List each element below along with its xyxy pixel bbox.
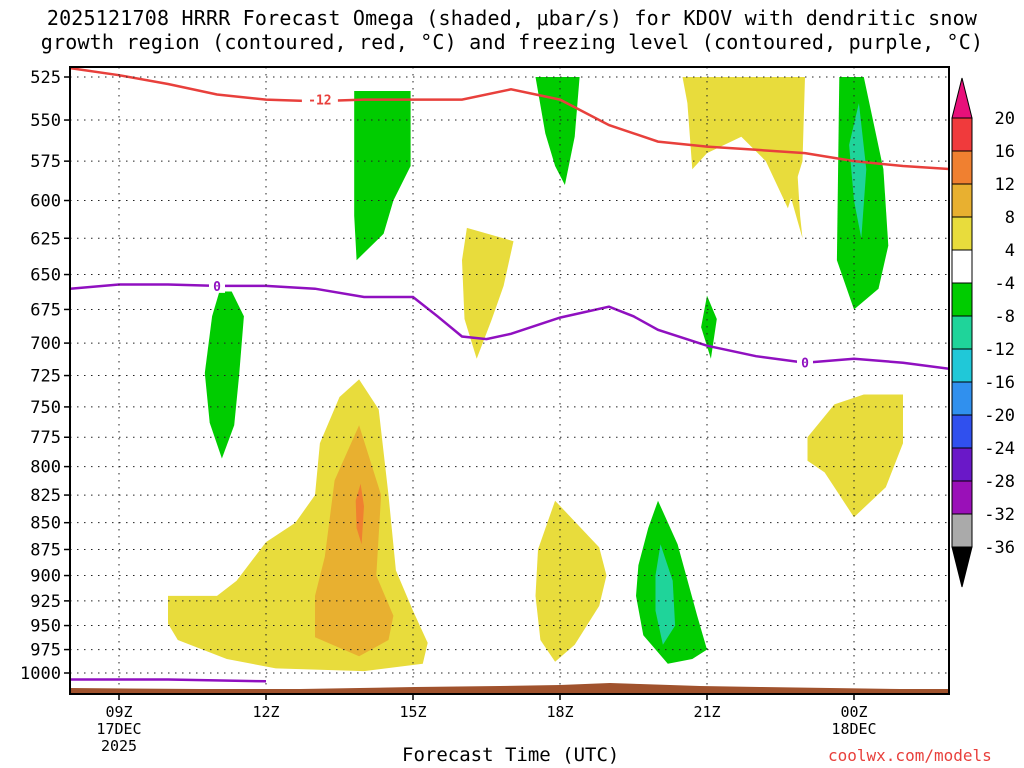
y-tick-label-725: 725 bbox=[30, 367, 61, 387]
y-tick-label-950: 950 bbox=[30, 617, 61, 637]
colorbar-label-8: -16 bbox=[984, 373, 1015, 393]
freeze-surface-layer bbox=[70, 678, 267, 683]
y-tick-label-575: 575 bbox=[30, 152, 61, 172]
colorbar-swatch-13 bbox=[951, 513, 973, 548]
y-axis: 525 550 575 600 625 650 675 700 725 750 775 800 825 8… bbox=[20, 68, 70, 684]
omega-region-6 bbox=[849, 103, 867, 239]
terrain-fill bbox=[70, 683, 949, 694]
colorbar-swatch-11 bbox=[951, 447, 973, 482]
x-tick-label-18Z: 18Z bbox=[546, 703, 573, 721]
colorbar-label-3: 8 bbox=[1005, 208, 1015, 228]
x-tick-date-09Z: 17DEC bbox=[96, 720, 141, 738]
contour-label-bg bbox=[301, 92, 338, 107]
x-tick-label-21Z: 21Z bbox=[693, 703, 720, 721]
omega-region-16 bbox=[355, 483, 364, 545]
y-tick-label-875: 875 bbox=[30, 540, 61, 560]
omega-region-15 bbox=[315, 425, 394, 657]
y-tick-label-900: 900 bbox=[30, 567, 61, 587]
y-tick-label-550: 550 bbox=[30, 111, 61, 131]
colorbar-label-5: -4 bbox=[995, 274, 1015, 294]
title-line-1: 2025121708 HRRR Forecast Omega (shaded, … bbox=[46, 6, 978, 30]
omega-region-13 bbox=[535, 500, 607, 662]
colorbar-label-6: -8 bbox=[995, 307, 1015, 327]
y-tick-label-800: 800 bbox=[30, 458, 61, 478]
omega-region-9 bbox=[682, 77, 805, 209]
colorbar-swatch-10 bbox=[951, 414, 973, 449]
colorbar-label-11: -28 bbox=[984, 472, 1015, 492]
y-tick-label-775: 775 bbox=[30, 428, 61, 448]
source-credit[interactable]: coolwx.com/models bbox=[828, 746, 992, 765]
freezing-level-surface-line bbox=[70, 678, 267, 683]
colorbar-label-13: -36 bbox=[984, 538, 1015, 558]
colorbar-swatch-6 bbox=[951, 282, 973, 317]
y-tick-label-850: 850 bbox=[30, 514, 61, 534]
x-tick-label-00Z: 00Z bbox=[840, 703, 867, 721]
omega-region-8 bbox=[655, 544, 676, 645]
colorbar-label-0: 20 bbox=[995, 109, 1015, 129]
y-tick-label-1000: 1000 bbox=[20, 664, 61, 684]
colorbar-swatch-7 bbox=[951, 315, 973, 350]
colorbar-swatch-3 bbox=[951, 183, 973, 218]
omega-shading-layer bbox=[168, 77, 903, 672]
colorbar-label-12: -32 bbox=[984, 505, 1015, 525]
y-tick-label-625: 625 bbox=[30, 229, 61, 249]
omega-region-1 bbox=[354, 91, 411, 261]
omega-region-10 bbox=[780, 136, 803, 239]
omega-region-4 bbox=[701, 295, 717, 359]
omega-region-11 bbox=[462, 227, 514, 359]
colorbar-swatch-12 bbox=[951, 480, 973, 515]
colorbar-label-10: -24 bbox=[984, 439, 1015, 459]
colorbar-swatch-2 bbox=[951, 150, 973, 185]
dgz-contour-line bbox=[70, 67, 949, 171]
title-line-2: growth region (contoured, red, °C) and f… bbox=[40, 30, 984, 54]
x-tick-label-09Z: 09Z bbox=[105, 703, 132, 721]
colorbar-swatch-9 bbox=[951, 381, 973, 416]
colorbar-swatch-8 bbox=[951, 348, 973, 383]
y-tick-label-525: 525 bbox=[30, 68, 61, 88]
colorbar-top-arrow bbox=[951, 77, 973, 119]
contour-label-bg bbox=[209, 278, 225, 293]
chart-title: 2025121708 HRRR Forecast Omega (shaded, … bbox=[0, 6, 1024, 54]
terrain-layer bbox=[70, 683, 949, 694]
x-tick-date-00Z: 18DEC bbox=[831, 720, 876, 738]
y-tick-label-650: 650 bbox=[30, 266, 61, 286]
y-tick-label-825: 825 bbox=[30, 486, 61, 506]
y-tick-label-700: 700 bbox=[30, 334, 61, 354]
omega-region-3 bbox=[535, 77, 580, 185]
colorbar-label-4: 4 bbox=[1005, 241, 1015, 261]
colorbar-label-2: 12 bbox=[995, 175, 1015, 195]
colorbar-swatch-4 bbox=[951, 216, 973, 251]
contour-label-bg bbox=[797, 355, 813, 370]
colorbar: 20 16 12 8 4 -4 -8 -12 -16 -20 -24 -28 -32 -36 bbox=[951, 77, 1015, 588]
dgz-contour-label: -12 bbox=[308, 94, 331, 109]
colorbar-swatch-1 bbox=[951, 117, 973, 152]
colorbar-label-1: 16 bbox=[995, 142, 1015, 162]
plot-frame bbox=[69, 66, 950, 695]
colorbar-bottom-arrow bbox=[951, 546, 973, 588]
x-tick-year-09Z: 2025 bbox=[101, 737, 137, 755]
freezing-level-label: 0 bbox=[213, 280, 221, 295]
y-tick-label-600: 600 bbox=[30, 192, 61, 212]
colorbar-label-7: -12 bbox=[984, 340, 1015, 360]
x-axis-label: Forecast Time (UTC) bbox=[402, 744, 620, 766]
omega-region-2 bbox=[204, 291, 244, 459]
y-tick-label-925: 925 bbox=[30, 592, 61, 612]
x-tick-label-12Z: 12Z bbox=[252, 703, 279, 721]
x-tick-label-15Z: 15Z bbox=[399, 703, 426, 721]
contour-layer: -12 0 0 bbox=[70, 67, 949, 372]
freezing-level-label: 0 bbox=[801, 357, 809, 372]
y-tick-label-675: 675 bbox=[30, 300, 61, 320]
y-tick-label-750: 750 bbox=[30, 398, 61, 418]
freezing-level-line bbox=[70, 283, 949, 370]
colorbar-swatch-5 bbox=[951, 249, 973, 284]
omega-region-12 bbox=[807, 394, 903, 518]
y-tick-label-975: 975 bbox=[30, 641, 61, 661]
colorbar-label-9: -20 bbox=[984, 406, 1015, 426]
